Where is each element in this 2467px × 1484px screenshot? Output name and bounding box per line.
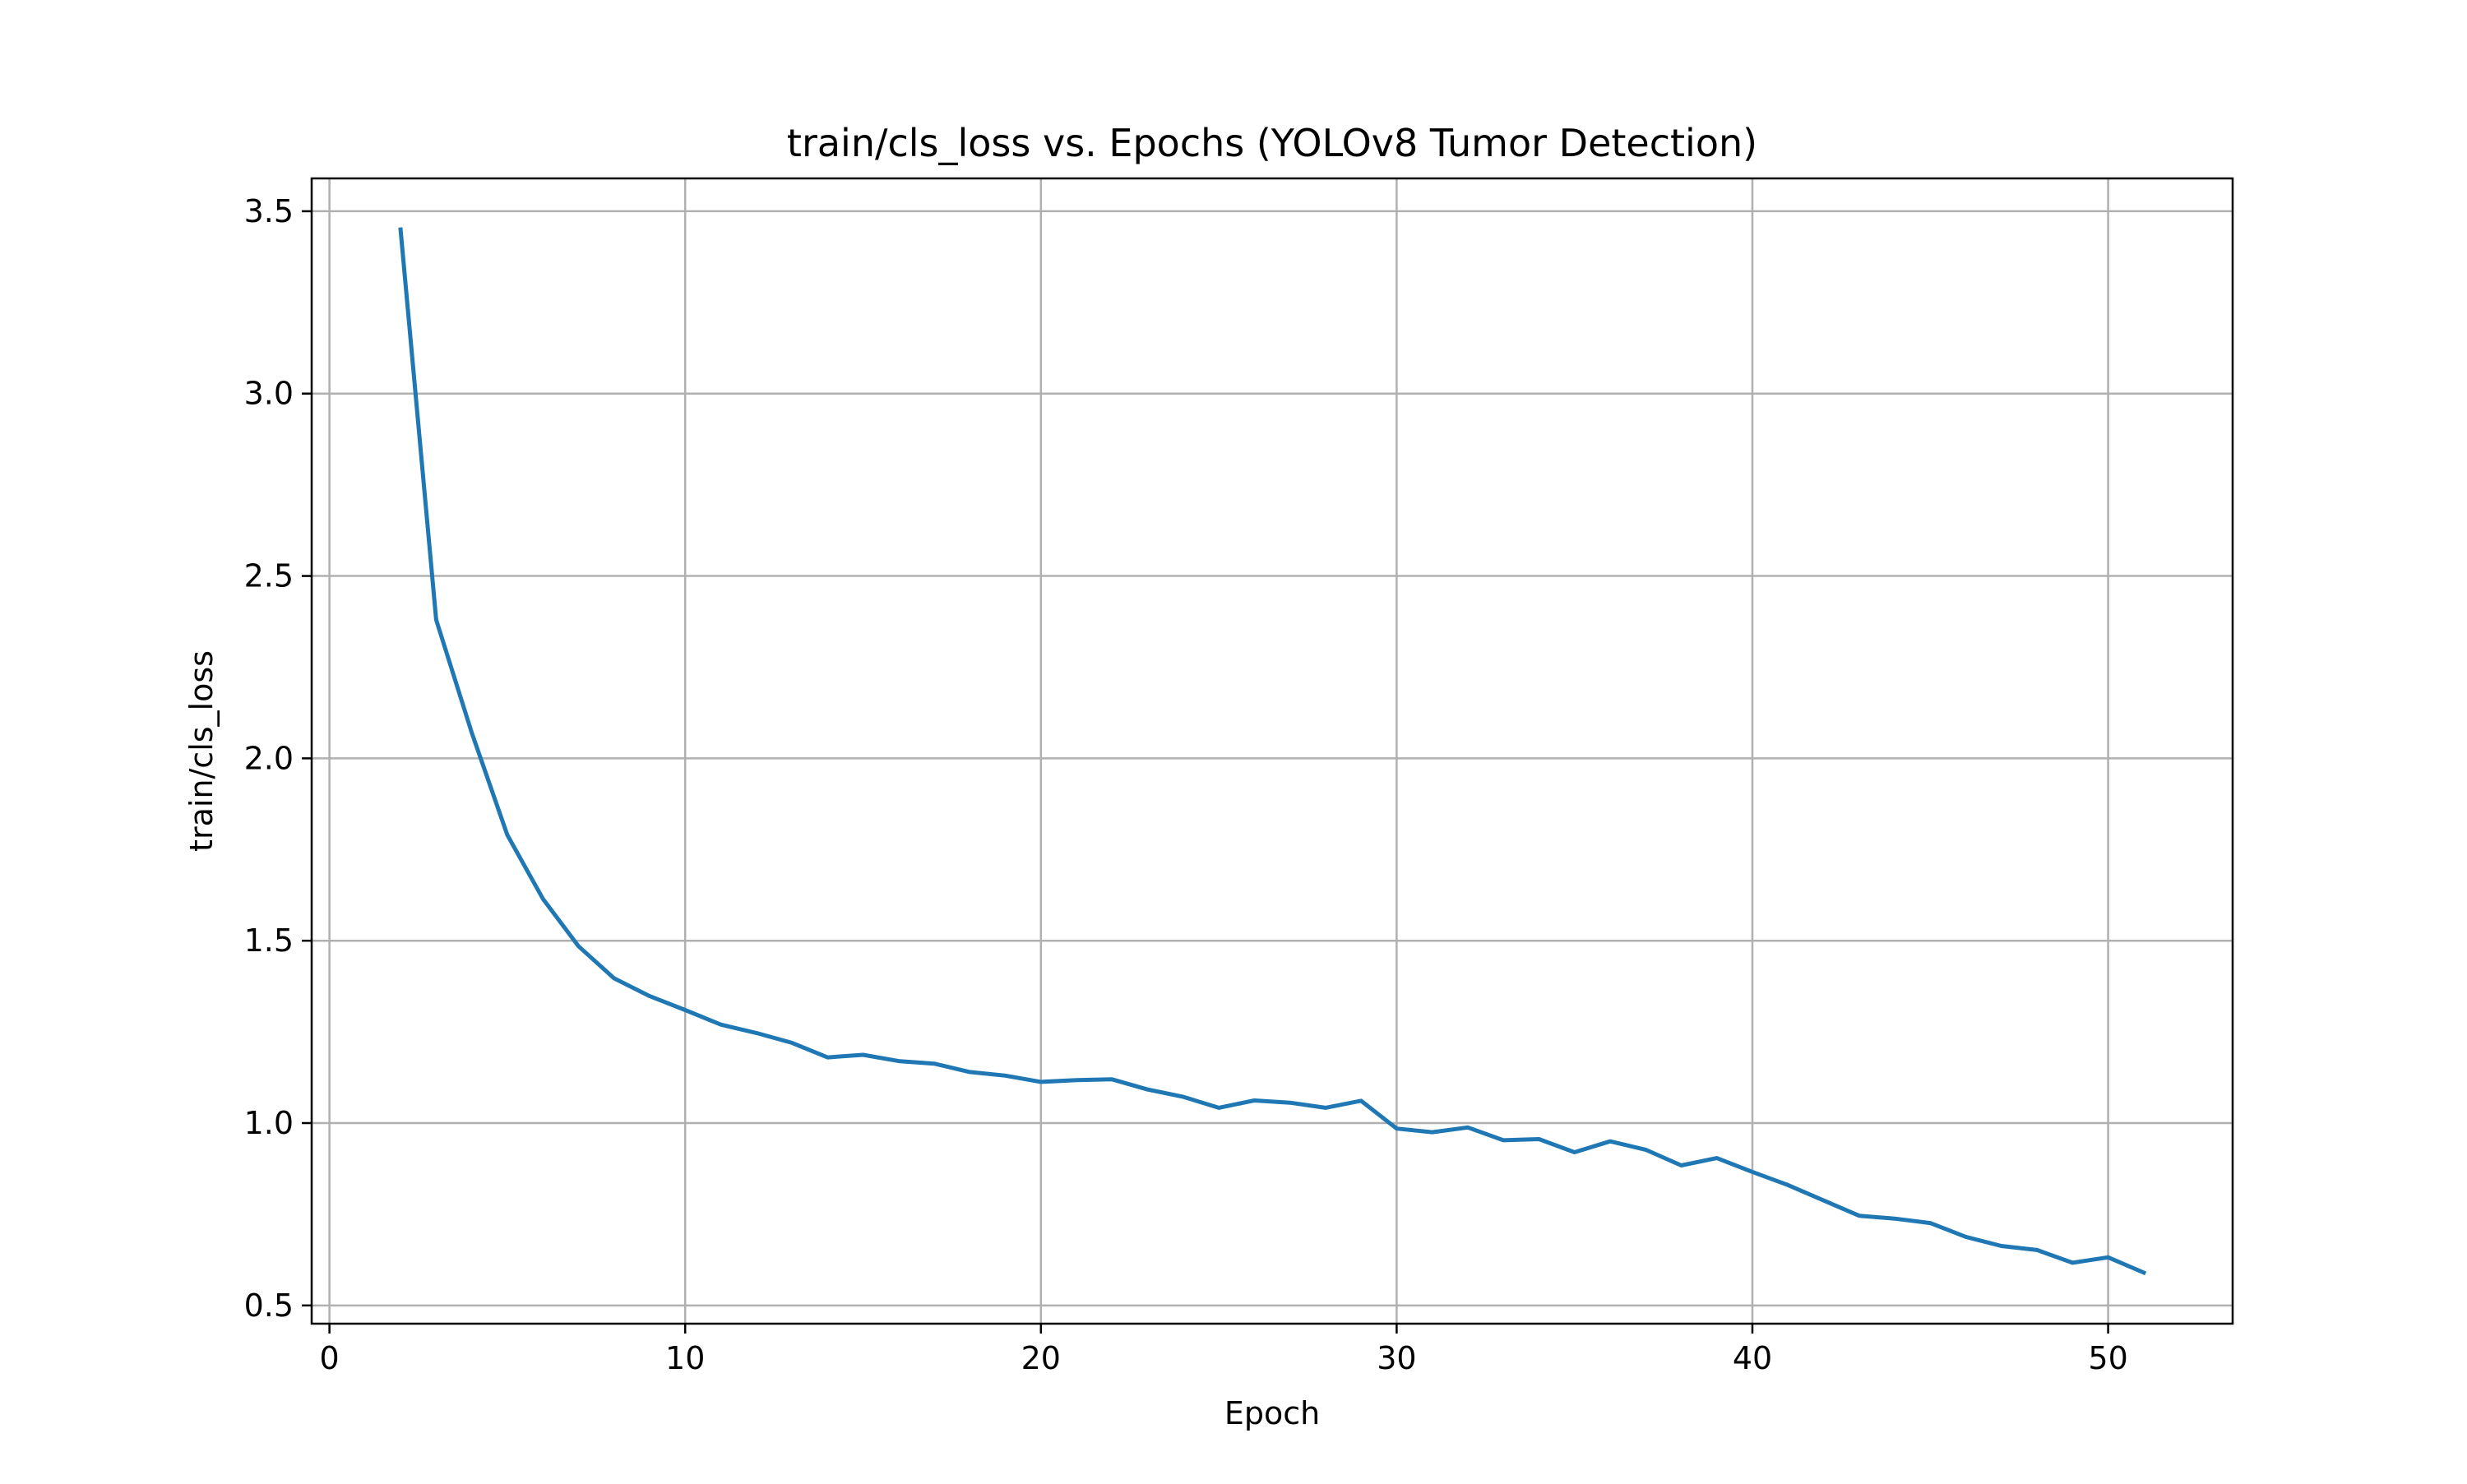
y-tick-label: 2.5 <box>244 558 294 594</box>
x-tick-label: 0 <box>320 1340 340 1376</box>
series-line <box>398 227 2147 1276</box>
x-tick-label: 30 <box>1377 1340 1416 1376</box>
y-tick-label: 1.0 <box>244 1105 294 1141</box>
y-tick-label: 3.0 <box>244 376 294 412</box>
x-tick-label: 10 <box>665 1340 705 1376</box>
y-tick-label: 1.5 <box>244 922 294 959</box>
series-layer <box>398 227 2147 1276</box>
grid <box>312 178 2233 1324</box>
y-tick-label: 3.5 <box>244 193 294 229</box>
ticks: 0 10 20 30 40 50 0.5 1.0 1.5 2.0 2.5 3.0 3.5 <box>244 193 2128 1376</box>
plot-frame <box>310 177 2234 1325</box>
x-tick-label: 50 <box>2088 1340 2127 1376</box>
y-tick-label: 0.5 <box>244 1288 294 1324</box>
x-tick-label: 40 <box>1733 1340 1772 1376</box>
chart-title: train/cls_loss vs. Epochs (YOLOv8 Tumor … <box>787 121 1757 165</box>
y-tick-label: 2.0 <box>244 740 294 776</box>
y-axis-label: train/cls_loss <box>183 650 220 852</box>
x-tick-label: 20 <box>1021 1340 1061 1376</box>
x-axis-label: Epoch <box>1224 1395 1320 1431</box>
